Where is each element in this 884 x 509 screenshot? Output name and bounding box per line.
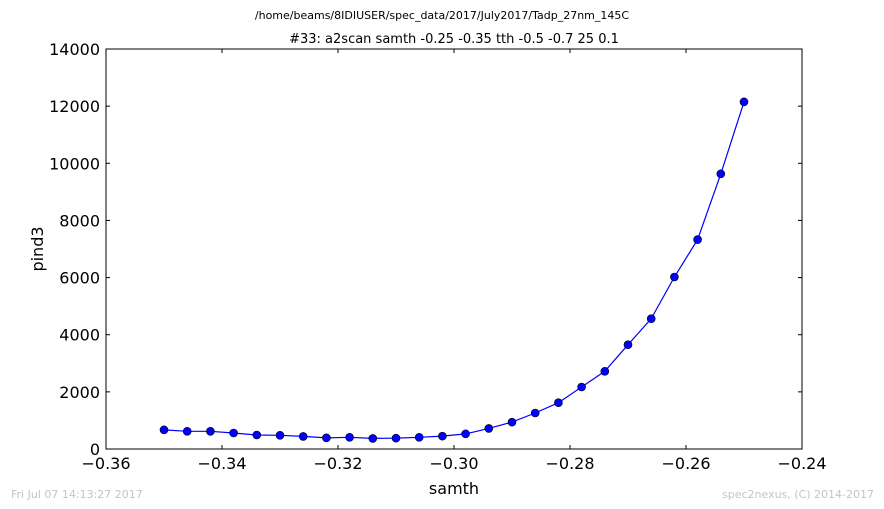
data-point <box>461 429 470 439</box>
y-tick-label: 0 <box>90 440 100 459</box>
x-tick-label: −0.30 <box>429 454 478 473</box>
data-point <box>600 366 610 376</box>
y-tick-label: 14000 <box>49 40 100 59</box>
x-tick-label: −0.34 <box>197 454 246 473</box>
data-point <box>322 433 331 443</box>
data-point <box>391 433 401 443</box>
data-point <box>670 272 679 282</box>
footer-credit: spec2nexus, (C) 2014-2017 <box>722 488 874 501</box>
chart-title: #33: a2scan samth -0.25 -0.35 tth -0.5 -… <box>289 32 619 47</box>
data-point <box>438 431 447 441</box>
data-point <box>646 314 656 324</box>
x-tick-label: −0.26 <box>661 454 710 473</box>
data-point <box>345 432 354 442</box>
data-point <box>484 424 494 433</box>
data-point <box>368 434 378 443</box>
data-point <box>298 432 308 441</box>
plot-area <box>105 48 803 450</box>
y-axis: 0 2000 4000 6000 8000 10000 12000 14000 <box>49 40 802 459</box>
series-line <box>163 101 745 440</box>
data-point <box>507 417 517 427</box>
data-point <box>275 430 285 440</box>
data-point <box>577 382 586 392</box>
data-point <box>206 426 215 436</box>
y-tick-label: 2000 <box>59 383 100 402</box>
figure-suptitle: /home/beams/8IDIUSER/spec_data/2017/July… <box>254 9 630 22</box>
data-point <box>623 340 633 350</box>
y-tick-label: 12000 <box>49 97 100 116</box>
footer-timestamp: Fri Jul 07 14:13:27 2017 <box>11 488 143 501</box>
data-point <box>530 408 540 418</box>
y-tick-label: 10000 <box>49 154 100 173</box>
data-point <box>182 426 192 436</box>
data-point <box>693 235 702 244</box>
y-tick-label: 8000 <box>59 211 100 230</box>
data-point <box>159 425 169 435</box>
plot-frame <box>105 48 803 450</box>
data-point <box>739 97 749 107</box>
x-tick-label: −0.32 <box>313 454 362 473</box>
data-point <box>716 169 726 179</box>
x-axis: −0.36 −0.34 −0.32 −0.30 −0.28 −0.26 −0.24 <box>81 49 827 473</box>
data-point <box>554 398 563 408</box>
y-tick-label: 4000 <box>59 326 100 345</box>
x-tick-label: −0.28 <box>545 454 594 473</box>
data-point <box>229 428 238 438</box>
x-tick-label: −0.36 <box>81 454 130 473</box>
x-tick-label: −0.24 <box>777 454 826 473</box>
y-axis-label: pind3 <box>28 226 47 271</box>
y-tick-label: 6000 <box>59 269 100 288</box>
data-point <box>252 430 262 440</box>
data-point <box>414 432 424 442</box>
x-axis-label: samth <box>429 479 479 498</box>
